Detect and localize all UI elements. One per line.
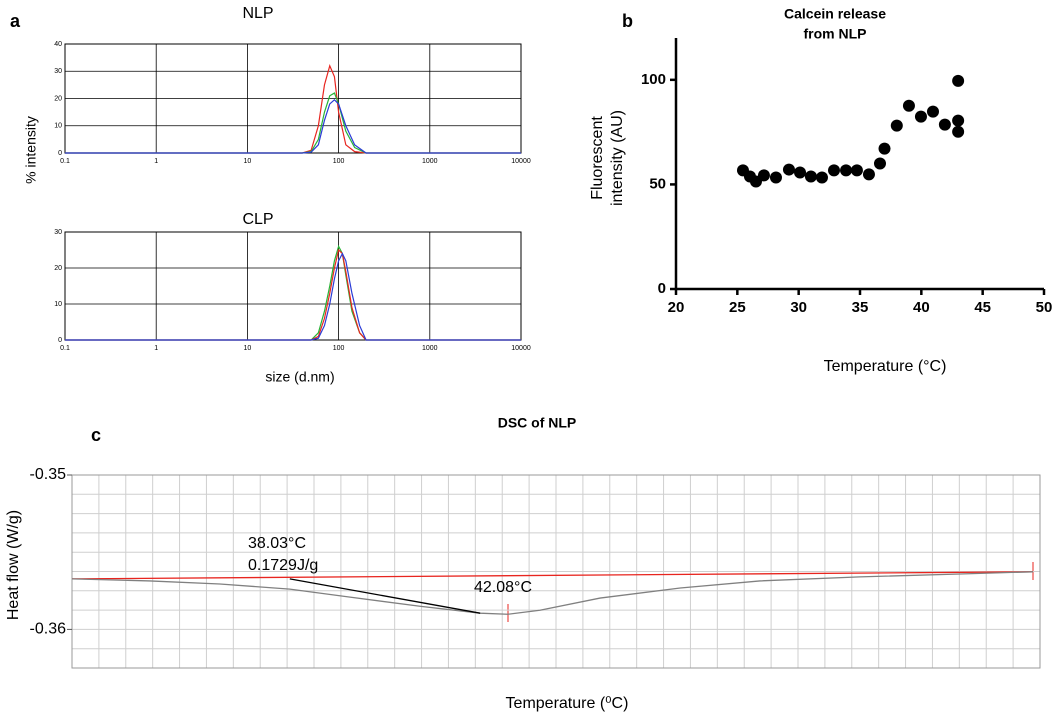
x-tick-label: 1 [154,158,158,165]
y-tick-label: 0 [658,280,666,297]
point [757,169,770,182]
x-tick-label: 100 [333,345,345,352]
point [850,164,863,177]
x-tick-label: 1 [154,345,158,352]
point [769,171,782,184]
panel-letter: c [91,425,101,445]
point [873,157,886,170]
y-axis-label: Fluorescent [589,116,606,200]
point [878,142,891,155]
point [926,105,939,118]
y-tick-label: 10 [54,123,62,130]
point [827,164,840,177]
x-tick-label: 50 [1036,299,1053,316]
x-axis-label: size (d.nm) [265,369,334,385]
series-line [65,252,521,341]
annotation: 38.03°C [248,535,306,552]
x-tick-label: 1000 [422,345,438,352]
y-tick-label: 0 [58,150,62,157]
panel-letter: a [10,11,21,31]
series-line [65,92,521,154]
chart-title: NLP [242,5,273,22]
point [890,119,903,132]
plot-frame [71,474,1041,669]
series-line [65,248,521,341]
x-tick-label: 100 [333,158,345,165]
x-tick-label: 0.1 [60,158,70,165]
x-tick-label: 10 [244,345,252,352]
series-line [71,571,1034,580]
plot-frame [64,231,522,341]
y-tick-label: 40 [54,41,62,48]
point [952,125,965,138]
y-axis-label: % intensity [23,116,39,184]
y-tick-label: 20 [54,95,62,102]
x-tick-label: 30 [790,299,807,316]
y-tick-label: 0 [58,337,62,344]
x-tick-label: 1000 [422,158,438,165]
annotation: 42.08°C [474,579,532,596]
series-line [65,99,521,154]
y-axis-label: intensity (AU) [609,110,626,206]
point [914,110,927,123]
x-tick-label: 20 [668,299,685,316]
y-axis-label: Heat flow (W/g) [5,510,22,620]
x-axis-label: Temperature (⁰C) [506,695,629,712]
x-tick-label: 45 [974,299,991,316]
x-tick-label: 10000 [511,158,531,165]
x-tick-label: 10 [244,158,252,165]
x-tick-label: 10000 [511,345,531,352]
y-tick-label: -0.36 [30,621,67,638]
y-tick-label: 50 [649,175,666,192]
annotation: 0.1729J/g [248,557,318,574]
series-line [65,244,521,341]
x-tick-label: 40 [913,299,930,316]
chart-title: DSC of NLP [498,415,577,431]
series-line [65,63,521,154]
series-line [289,578,481,614]
chart-title: Calcein release [784,6,886,22]
point [840,164,853,177]
point [815,171,828,184]
chart-title: CLP [242,211,273,228]
x-tick-label: 0.1 [60,345,70,352]
point [938,118,951,131]
series-line [71,571,1034,615]
y-tick-label: 30 [54,68,62,75]
x-tick-label: 35 [852,299,869,316]
x-tick-label: 25 [729,299,746,316]
panel-letter: b [622,11,633,31]
y-tick-label: 100 [641,71,666,88]
point [782,163,795,176]
y-tick-label: 30 [54,229,62,236]
point [952,74,965,87]
point [902,99,915,112]
chart-title: from NLP [804,26,867,42]
point [794,166,807,179]
point [804,170,817,183]
x-axis-label: Temperature (°C) [824,358,947,375]
point [952,114,965,127]
point [862,168,875,181]
y-tick-label: 10 [54,301,62,308]
y-tick-label: -0.35 [30,466,67,483]
y-tick-label: 20 [54,265,62,272]
